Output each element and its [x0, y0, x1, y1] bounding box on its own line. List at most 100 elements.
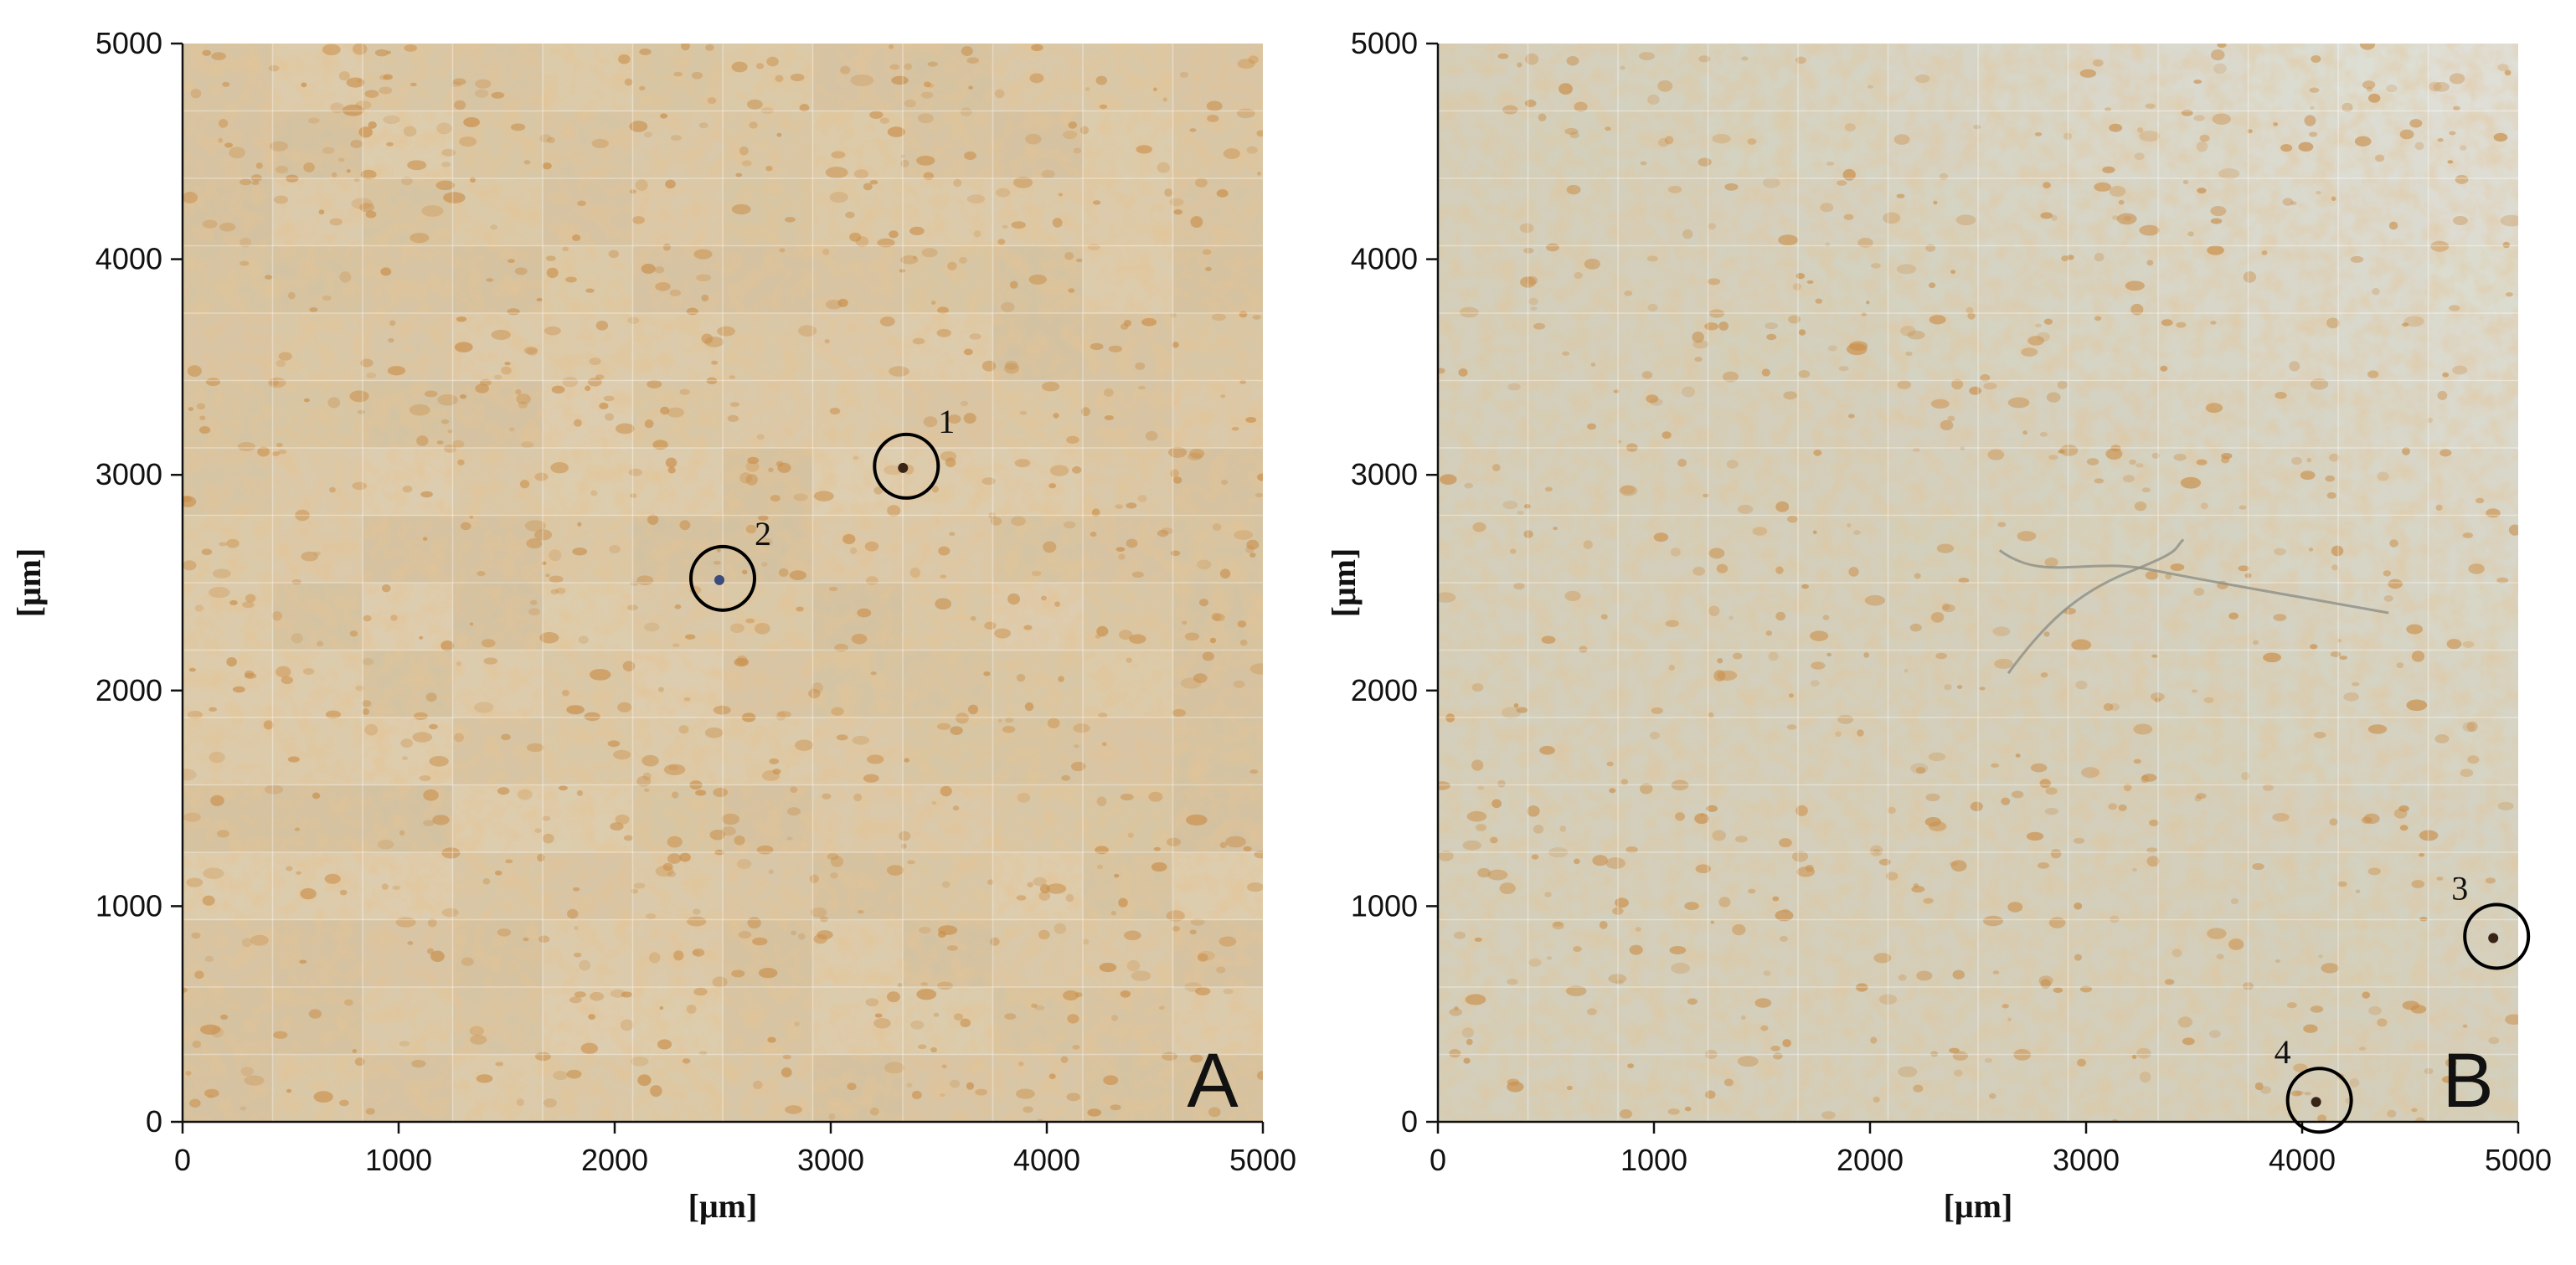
grain [610, 822, 624, 831]
grain [362, 658, 374, 666]
grain [829, 407, 841, 415]
grain [569, 996, 582, 1004]
grain [331, 172, 337, 178]
grain [603, 395, 615, 402]
grain [745, 460, 760, 472]
grain [327, 397, 341, 409]
grain [936, 328, 951, 337]
grain [746, 99, 763, 110]
grain [1087, 244, 1100, 251]
grain [339, 889, 348, 896]
grain [1870, 263, 1881, 269]
grain [756, 63, 765, 69]
grain [1941, 603, 1950, 610]
grain [636, 575, 654, 586]
grain [2102, 166, 2115, 173]
grain [1513, 583, 1525, 590]
grain [1129, 634, 1146, 644]
grain [2331, 196, 2336, 202]
grain [2329, 818, 2338, 826]
grain [777, 711, 791, 718]
grain [2403, 316, 2424, 327]
grain [1897, 380, 1912, 389]
grain [670, 135, 682, 141]
grain [1023, 1106, 1033, 1113]
grain [1905, 351, 1913, 357]
grain [1513, 703, 1519, 708]
grain [966, 1082, 975, 1090]
grain [830, 856, 844, 867]
grain [1638, 52, 1656, 60]
grain [1695, 864, 1712, 874]
grain [1956, 685, 1963, 689]
grain [650, 1085, 662, 1098]
grain [1005, 717, 1014, 723]
grain [930, 301, 936, 305]
grain [494, 870, 502, 876]
grain [1249, 663, 1263, 675]
grain [767, 1036, 776, 1043]
grain [510, 123, 526, 131]
grain [1772, 896, 1780, 902]
grain [2057, 380, 2068, 389]
grain [1989, 1093, 1996, 1099]
grain [188, 407, 194, 412]
grain [2303, 1024, 2318, 1033]
grain [1665, 620, 1680, 628]
grain [270, 378, 279, 386]
grain [1775, 501, 1790, 512]
grain [507, 259, 515, 264]
grain [785, 1105, 802, 1114]
grain [1873, 849, 1881, 854]
grain [2133, 758, 2141, 764]
grain [2358, 1046, 2366, 1051]
grain [1507, 1081, 1524, 1093]
grain [2173, 454, 2187, 461]
grain [2462, 640, 2475, 648]
grain [1440, 474, 1457, 485]
grain [204, 1088, 219, 1098]
grain [1708, 712, 1714, 718]
grain [937, 306, 949, 314]
grain [1189, 128, 1197, 132]
grain [912, 337, 925, 345]
grain [1783, 391, 1798, 400]
grain [678, 725, 689, 734]
grain [1096, 864, 1104, 870]
grain [1992, 970, 2000, 974]
grain [1095, 75, 1108, 85]
grain [660, 113, 668, 119]
grain [756, 434, 765, 440]
grain [2411, 650, 2425, 662]
grain [1449, 1049, 1461, 1058]
grain [1949, 1047, 1960, 1054]
grain [441, 148, 456, 157]
grain [2427, 417, 2433, 424]
y-tick-label: 2000 [95, 673, 162, 707]
grain [278, 352, 292, 361]
grain [897, 983, 903, 988]
grain [644, 622, 660, 632]
grain [1027, 882, 1033, 887]
grain [205, 378, 221, 386]
grain [1573, 946, 1582, 952]
grain [187, 711, 203, 719]
grain [519, 480, 530, 489]
grain [853, 169, 869, 179]
grain [1466, 1038, 1473, 1046]
grain [286, 1088, 292, 1093]
grain [657, 1039, 672, 1050]
grain [1246, 539, 1260, 550]
grain [2398, 805, 2409, 812]
grain [782, 1054, 791, 1060]
grain [2230, 897, 2239, 905]
grain [1541, 635, 1556, 644]
grain [1847, 522, 1852, 527]
y-tick-label: 5000 [1351, 26, 1418, 60]
grain [250, 934, 269, 946]
grain [2150, 692, 2165, 702]
grain [2409, 119, 2423, 128]
grain [441, 847, 461, 859]
grain [1487, 869, 1508, 881]
grain [380, 267, 392, 276]
